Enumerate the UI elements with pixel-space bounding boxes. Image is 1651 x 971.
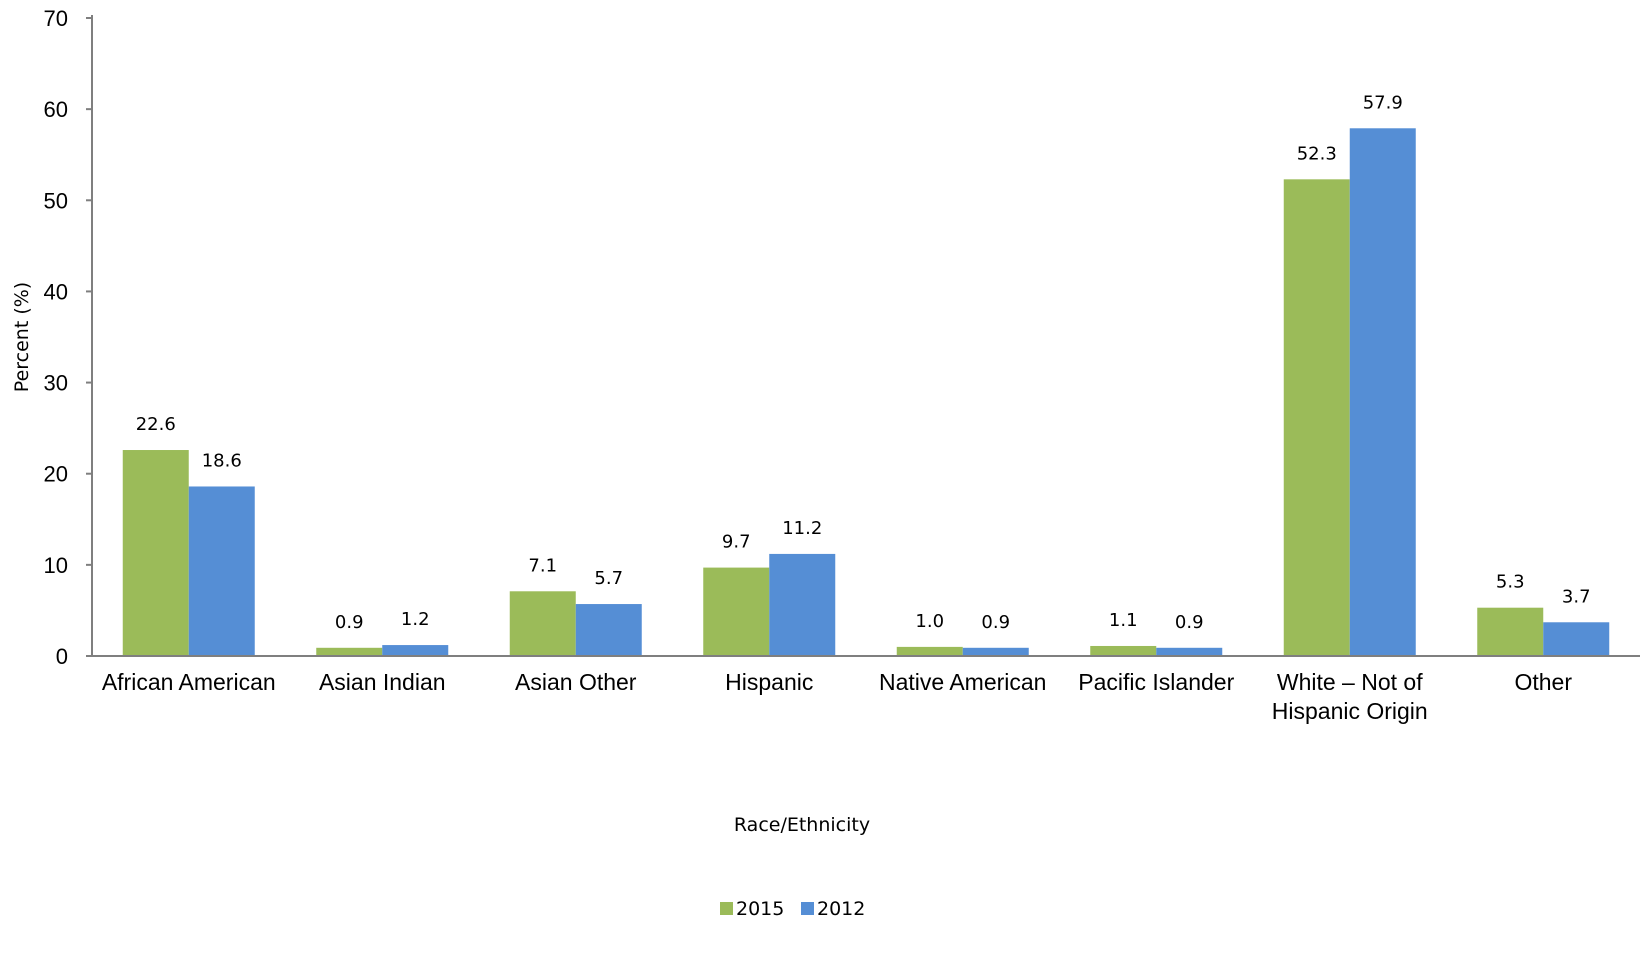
data-label-2012-3: 11.2 bbox=[782, 518, 822, 539]
legend-label-2012: 2012 bbox=[817, 898, 865, 920]
data-label-2012-7: 3.7 bbox=[1562, 586, 1591, 607]
y-tick-label: 40 bbox=[44, 279, 68, 304]
data-label-2012-2: 5.7 bbox=[594, 568, 623, 589]
bar-2012-3 bbox=[769, 553, 836, 656]
legend-swatch-2015 bbox=[720, 902, 733, 915]
data-label-2015-4: 1.0 bbox=[915, 611, 944, 632]
category-label: Other bbox=[1514, 669, 1572, 695]
bar-2012-5 bbox=[1156, 647, 1223, 656]
legend: 2015 2012 bbox=[720, 898, 865, 920]
data-label-2015-2: 7.1 bbox=[528, 555, 557, 576]
bar-2015-2 bbox=[509, 591, 576, 656]
data-label-2012-6: 57.9 bbox=[1363, 92, 1403, 113]
bar-2015-6 bbox=[1283, 179, 1350, 656]
bar-2015-1 bbox=[316, 647, 383, 656]
y-axis-title: Percent (%) bbox=[11, 282, 33, 392]
y-tick-label: 50 bbox=[44, 188, 68, 213]
data-label-2015-5: 1.1 bbox=[1109, 610, 1138, 631]
bar-2012-4 bbox=[962, 647, 1029, 656]
bar-2015-3 bbox=[703, 567, 770, 656]
data-label-2012-4: 0.9 bbox=[981, 612, 1010, 633]
y-tick-label: 20 bbox=[44, 462, 68, 487]
legend-swatch-2012 bbox=[801, 902, 814, 915]
bars bbox=[122, 128, 1610, 657]
data-label-2015-6: 52.3 bbox=[1297, 143, 1337, 164]
category-label: White – Not of bbox=[1277, 669, 1423, 695]
y-tick-label: 10 bbox=[44, 553, 68, 578]
category-labels: African American Asian Indian Asian Other H… bbox=[102, 669, 1573, 724]
category-label: African American bbox=[102, 669, 276, 695]
category-label: Asian Other bbox=[515, 669, 637, 695]
category-label: Hispanic Origin bbox=[1272, 698, 1428, 724]
category-label: Hispanic bbox=[725, 669, 813, 695]
y-tick-label: 30 bbox=[44, 371, 68, 396]
bar-2015-7 bbox=[1477, 607, 1544, 656]
bar-2012-2 bbox=[575, 604, 642, 656]
data-labels: 22.6 18.6 0.9 1.2 7.1 5.7 9.7 11.2 1.0 0.9 1.1 0.9 5… bbox=[136, 92, 1591, 633]
data-label-2012-5: 0.9 bbox=[1175, 612, 1204, 633]
category-label: Native American bbox=[879, 669, 1046, 695]
data-label-2015-1: 0.9 bbox=[335, 612, 364, 633]
x-axis-title: Race/Ethnicity bbox=[734, 814, 870, 836]
category-label: Pacific Islander bbox=[1078, 669, 1234, 695]
bar-2012-6 bbox=[1349, 128, 1416, 657]
data-label-2015-3: 9.7 bbox=[722, 532, 751, 553]
data-label-2015-0: 22.6 bbox=[136, 414, 176, 435]
y-tick-label: 0 bbox=[56, 644, 68, 669]
bar-2015-0 bbox=[122, 450, 189, 656]
bar-2012-0 bbox=[188, 486, 255, 656]
data-label-2012-0: 18.6 bbox=[202, 450, 242, 471]
data-label-2015-7: 5.3 bbox=[1496, 572, 1525, 593]
legend-label-2015: 2015 bbox=[736, 898, 784, 920]
y-tick-label: 70 bbox=[44, 6, 68, 31]
category-label: Asian Indian bbox=[319, 669, 446, 695]
y-tick-label: 60 bbox=[44, 97, 68, 122]
y-axis-ticks: 0 10 20 30 40 50 60 70 bbox=[44, 6, 92, 669]
bar-2015-5 bbox=[1090, 645, 1157, 656]
bar-2012-7 bbox=[1543, 622, 1610, 656]
data-label-2012-1: 1.2 bbox=[401, 609, 430, 630]
bar-2015-4 bbox=[896, 646, 963, 656]
bar-2012-1 bbox=[382, 645, 449, 656]
